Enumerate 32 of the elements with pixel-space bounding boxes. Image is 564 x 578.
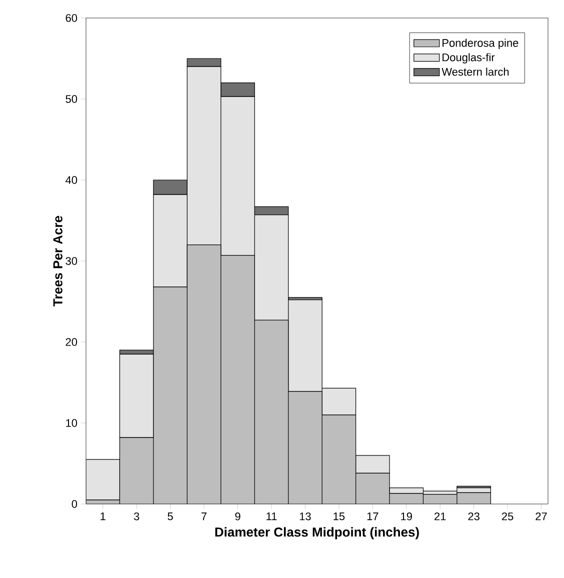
bar <box>119 354 154 438</box>
x-axis-title: Diameter Class Midpoint (inches) <box>215 527 419 540</box>
bar <box>86 459 120 500</box>
y-tick-label: 20 <box>66 338 78 346</box>
bar <box>254 206 289 216</box>
y-tick-label: 0 <box>72 500 78 508</box>
legend-label: Douglas-fir <box>442 53 495 64</box>
bar <box>153 180 188 195</box>
x-tick-label: 13 <box>300 512 311 520</box>
x-tick-label: 21 <box>434 512 446 520</box>
y-axis-title: Trees Per Acre <box>53 216 62 306</box>
y-tick-label: 50 <box>66 95 78 103</box>
x-tick-label: 7 <box>202 512 207 520</box>
x-tick-label: 17 <box>367 512 378 520</box>
y-tick-label: 10 <box>66 419 78 427</box>
legend-label: Ponderosa pine <box>442 38 518 50</box>
x-tick-label: 9 <box>235 512 240 520</box>
y-tick-label: 40 <box>66 176 78 184</box>
x-tick-label: 3 <box>134 512 140 520</box>
y-tick-label: 60 <box>66 14 78 22</box>
x-tick-label: 19 <box>401 512 412 520</box>
x-tick-label: 23 <box>468 512 480 520</box>
y-tick-label: 30 <box>66 257 78 265</box>
legend-label: Western larch <box>442 68 509 76</box>
x-tick-label: 5 <box>168 512 173 520</box>
x-tick-label: 25 <box>502 512 514 520</box>
x-tick-label: 27 <box>536 512 547 520</box>
x-tick-label: 1 <box>100 512 106 520</box>
x-tick-label: 15 <box>334 512 345 520</box>
x-tick-label: 11 <box>266 512 277 520</box>
bar <box>355 455 390 474</box>
bar <box>220 82 255 97</box>
